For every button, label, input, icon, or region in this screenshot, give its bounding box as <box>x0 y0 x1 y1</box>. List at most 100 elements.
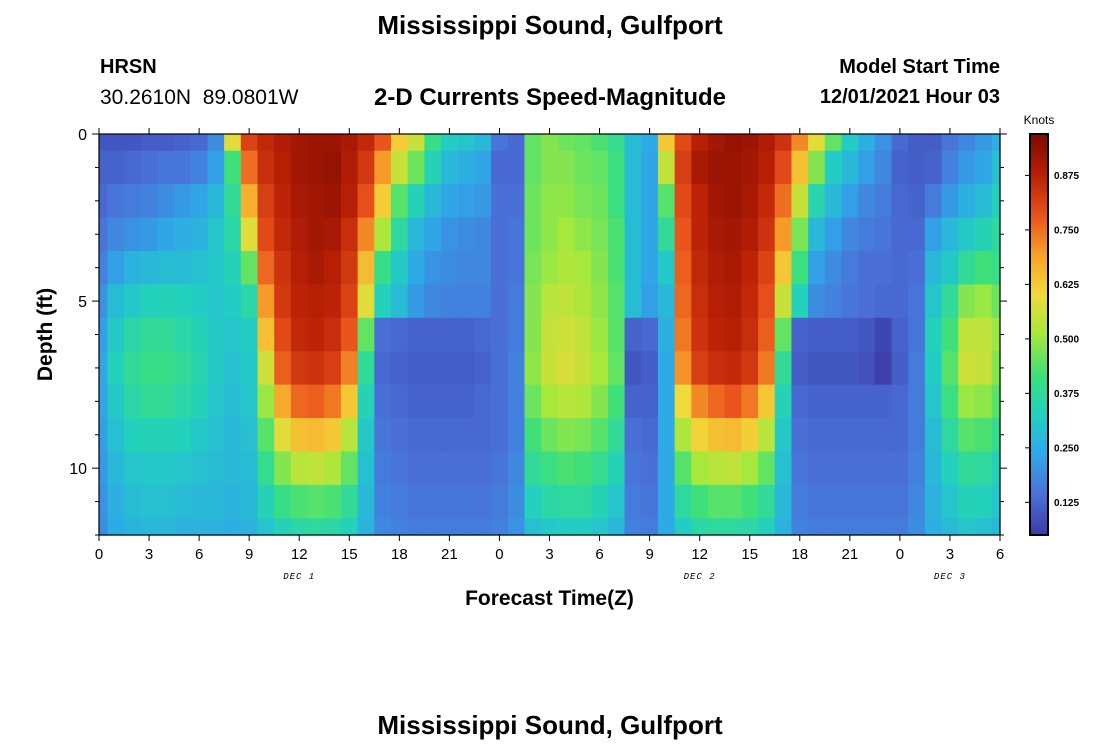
heatmap-cell <box>624 217 642 252</box>
heatmap-cell <box>808 351 826 386</box>
heatmap-cell <box>190 451 209 486</box>
heatmap-cell <box>657 484 676 519</box>
heatmap-cell <box>958 184 976 219</box>
heatmap-cell <box>257 184 275 219</box>
heatmap-cell <box>908 284 926 319</box>
heatmap-cell <box>107 150 125 185</box>
heatmap-cell <box>824 284 843 319</box>
heatmap-cell <box>157 351 175 386</box>
heatmap-cell <box>557 134 576 152</box>
heatmap-cell <box>724 150 742 185</box>
x-tick-label: 6 <box>996 546 1004 563</box>
heatmap-cell <box>157 284 175 319</box>
heatmap-cell <box>674 518 692 536</box>
heatmap-cell <box>274 518 292 536</box>
heatmap-cell <box>474 184 492 219</box>
heatmap-cell <box>174 484 192 519</box>
heatmap-cell <box>374 134 392 152</box>
heatmap-cell <box>441 150 459 185</box>
heatmap-cell <box>474 351 492 386</box>
heatmap-cell <box>224 250 242 285</box>
heatmap-cell <box>708 451 726 486</box>
heatmap-cell <box>257 451 275 486</box>
date-label: DEC 3 <box>934 572 966 582</box>
heatmap-cell <box>908 150 926 185</box>
heatmap-cell <box>190 134 209 152</box>
heatmap-cell <box>724 484 742 519</box>
heatmap-cell <box>507 518 526 536</box>
heatmap-cell <box>507 317 526 352</box>
heatmap-cell <box>524 284 542 319</box>
heatmap-cell <box>474 134 492 152</box>
heatmap-cell <box>357 351 375 386</box>
heatmap-cell <box>507 150 526 185</box>
heatmap-cell <box>140 250 158 285</box>
heatmap-cell <box>274 451 292 486</box>
heatmap-cell <box>958 351 976 386</box>
heatmap-cell <box>207 317 225 352</box>
heatmap-cell <box>524 217 542 252</box>
heatmap-cell <box>758 484 776 519</box>
heatmap-cell <box>174 451 192 486</box>
heatmap-cell <box>140 384 158 419</box>
heatmap-cell <box>424 451 442 486</box>
colorbar-tick-label: 0.125 <box>1054 498 1079 509</box>
heatmap-cell <box>591 284 609 319</box>
heatmap-cell <box>824 184 843 219</box>
heatmap-cell <box>390 384 409 419</box>
heatmap-cell <box>741 184 759 219</box>
x-tick-label: 0 <box>495 546 503 563</box>
heatmap-cell <box>924 418 943 453</box>
heatmap-cell <box>340 384 359 419</box>
heatmap-cell <box>841 451 859 486</box>
heatmap-cell <box>724 317 742 352</box>
heatmap-cell <box>557 317 576 352</box>
heatmap-cell <box>657 518 676 536</box>
heatmap-cell <box>340 217 359 252</box>
heatmap-cell <box>891 134 909 152</box>
heatmap-cell <box>140 518 158 536</box>
heatmap-cell <box>491 134 509 152</box>
heatmap-cell <box>741 484 759 519</box>
heatmap-cell <box>641 150 659 185</box>
heatmap-cell <box>974 134 993 152</box>
heatmap-cell <box>741 351 759 386</box>
heatmap-cell <box>657 284 676 319</box>
heatmap-cell <box>891 217 909 252</box>
heatmap-cell <box>307 317 325 352</box>
heatmap-cell <box>474 250 492 285</box>
heatmap-cell <box>808 451 826 486</box>
y-axis-label: Depth (ft) <box>34 288 57 381</box>
heatmap-cell <box>357 217 375 252</box>
heatmap-cell <box>524 384 542 419</box>
heatmap-cell <box>891 317 909 352</box>
heatmap-cell <box>441 134 459 152</box>
heatmap-cell <box>924 134 943 152</box>
heatmap-cell <box>808 518 826 536</box>
heatmap-cell <box>441 184 459 219</box>
heatmap-cell <box>357 451 375 486</box>
heatmap-cell <box>207 451 225 486</box>
heatmap-cell <box>974 418 993 453</box>
heatmap-cell <box>374 484 392 519</box>
heatmap-cell <box>257 484 275 519</box>
heatmap-cell <box>390 451 409 486</box>
heatmap-cell <box>774 351 793 386</box>
heatmap-cell <box>541 317 559 352</box>
heatmap-cell <box>741 384 759 419</box>
heatmap-cell <box>641 418 659 453</box>
heatmap-cell <box>958 284 976 319</box>
heatmap-cell <box>541 184 559 219</box>
heatmap-cell <box>224 284 242 319</box>
heatmap-cell <box>274 351 292 386</box>
colorbar-tick-label: 0.500 <box>1054 334 1079 345</box>
heatmap-cell <box>491 484 509 519</box>
heatmap-cell <box>657 451 676 486</box>
heatmap-cell <box>791 484 809 519</box>
heatmap-cell <box>674 317 692 352</box>
heatmap-cell <box>858 317 876 352</box>
heatmap-cell <box>474 451 492 486</box>
heatmap-cell <box>791 150 809 185</box>
heatmap-cell <box>541 451 559 486</box>
